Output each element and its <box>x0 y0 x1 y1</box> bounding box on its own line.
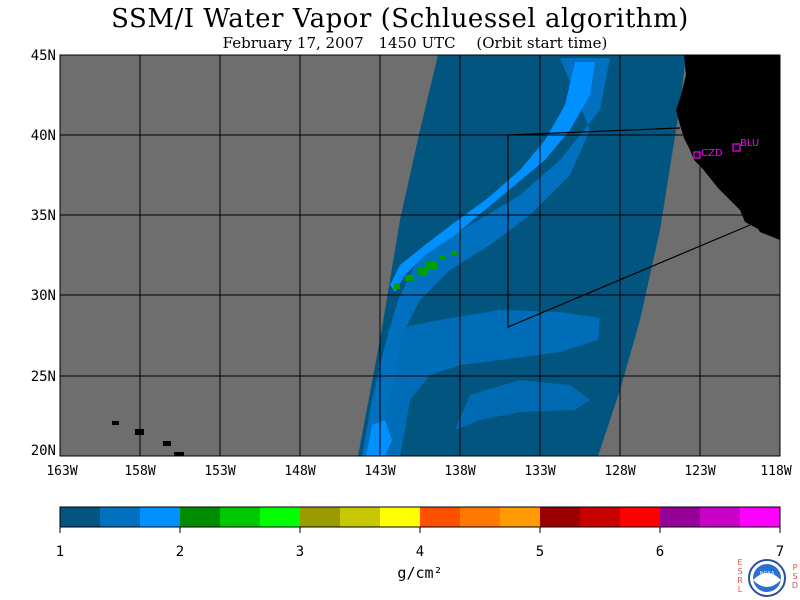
svg-text:L: L <box>738 585 743 594</box>
colorbar-cell <box>660 507 700 527</box>
lat-label: 45N <box>31 48 56 64</box>
colorbar-cell <box>340 507 380 527</box>
psd-letters: PSD <box>792 563 798 590</box>
colorbar-tick-label: 4 <box>416 544 424 560</box>
date-label: February 17, 2007 <box>222 34 364 52</box>
colorbar-frame <box>59 506 781 528</box>
colorbar-labels: 1 2 3 4 5 6 7 <box>56 544 784 560</box>
lon-label: 153W <box>204 464 235 479</box>
svg-text:NOAA: NOAA <box>760 571 775 577</box>
colorbar-tick-label: 5 <box>536 544 544 560</box>
svg-text:S: S <box>792 572 797 581</box>
colorbar-cell <box>620 507 660 527</box>
lon-label: 158W <box>124 464 155 479</box>
colorbar-cell <box>500 507 540 527</box>
grid-lines <box>60 55 780 456</box>
moist-band-swirl <box>455 380 590 430</box>
svg-text:S: S <box>737 567 742 576</box>
analysis-region-outline <box>507 127 751 328</box>
lat-label: 20N <box>31 443 56 459</box>
svg-text:D: D <box>792 581 798 590</box>
colorbar-cell <box>540 507 580 527</box>
station-markers: CZD BLU <box>693 138 759 159</box>
colorbar-cell <box>700 507 740 527</box>
lat-label: 35N <box>31 208 56 224</box>
colorbar-cell <box>740 507 780 527</box>
colorbar-cell <box>300 507 340 527</box>
svg-text:R: R <box>737 576 743 585</box>
lon-label: 118W <box>760 464 791 479</box>
time-label: 1450 UTC <box>378 34 456 52</box>
lon-labels: 163W 158W 153W 148W 143W 138W 133W 128W … <box>46 464 791 479</box>
lon-label: 128W <box>604 464 635 479</box>
map-title: SSM/I Water Vapor (Schluessel algorithm) <box>111 4 689 34</box>
colorbar <box>59 507 781 533</box>
station-blu-label: BLU <box>740 138 759 149</box>
colorbar-cell <box>220 507 260 527</box>
lat-labels: 45N 40N 35N 30N 25N 20N <box>31 48 56 459</box>
colorbar-tick-label: 7 <box>776 544 784 560</box>
lon-label: 148W <box>284 464 315 479</box>
station-czd-marker <box>693 151 701 159</box>
station-czd-label: CZD <box>701 148 723 159</box>
colorbar-cell <box>260 507 300 527</box>
colorbar-cell <box>180 507 220 527</box>
colorbar-cell <box>140 507 180 527</box>
svg-text:E: E <box>737 558 742 567</box>
colorbar-units: g/cm² <box>397 564 442 582</box>
colorbar-cell <box>580 507 620 527</box>
land-baja <box>755 224 780 240</box>
map-area: CZD BLU <box>60 55 780 456</box>
lat-label: 25N <box>31 369 56 385</box>
moist-core <box>390 62 595 292</box>
colorbar-tick-label: 3 <box>296 544 304 560</box>
lon-label: 123W <box>684 464 715 479</box>
colorbar-cell <box>380 507 420 527</box>
land-california <box>676 55 780 236</box>
lon-label: 143W <box>364 464 395 479</box>
lon-label: 138W <box>444 464 475 479</box>
colorbar-tick-label: 6 <box>656 544 664 560</box>
moist-band-eddy <box>380 310 600 456</box>
colorbar-cell <box>420 507 460 527</box>
lon-label: 163W <box>46 464 77 479</box>
high-vapor-pocket <box>394 251 457 289</box>
colorbar-tick-label: 2 <box>176 544 184 560</box>
moist-core-south <box>366 420 392 456</box>
lat-label: 40N <box>31 128 56 144</box>
colorbar-cell <box>100 507 140 527</box>
lat-label: 30N <box>31 288 56 304</box>
lon-label: 133W <box>524 464 555 479</box>
orbit-note: (Orbit start time) <box>476 34 608 52</box>
station-blu-marker <box>732 143 741 152</box>
map-frame <box>59 54 781 457</box>
colorbar-cell <box>460 507 500 527</box>
colorbar-tick-label: 1 <box>56 544 64 560</box>
colorbar-cell <box>60 507 100 527</box>
svg-text:P: P <box>793 563 798 572</box>
map-subtitle: February 17, 2007 1450 UTC (Orbit start … <box>0 34 800 52</box>
